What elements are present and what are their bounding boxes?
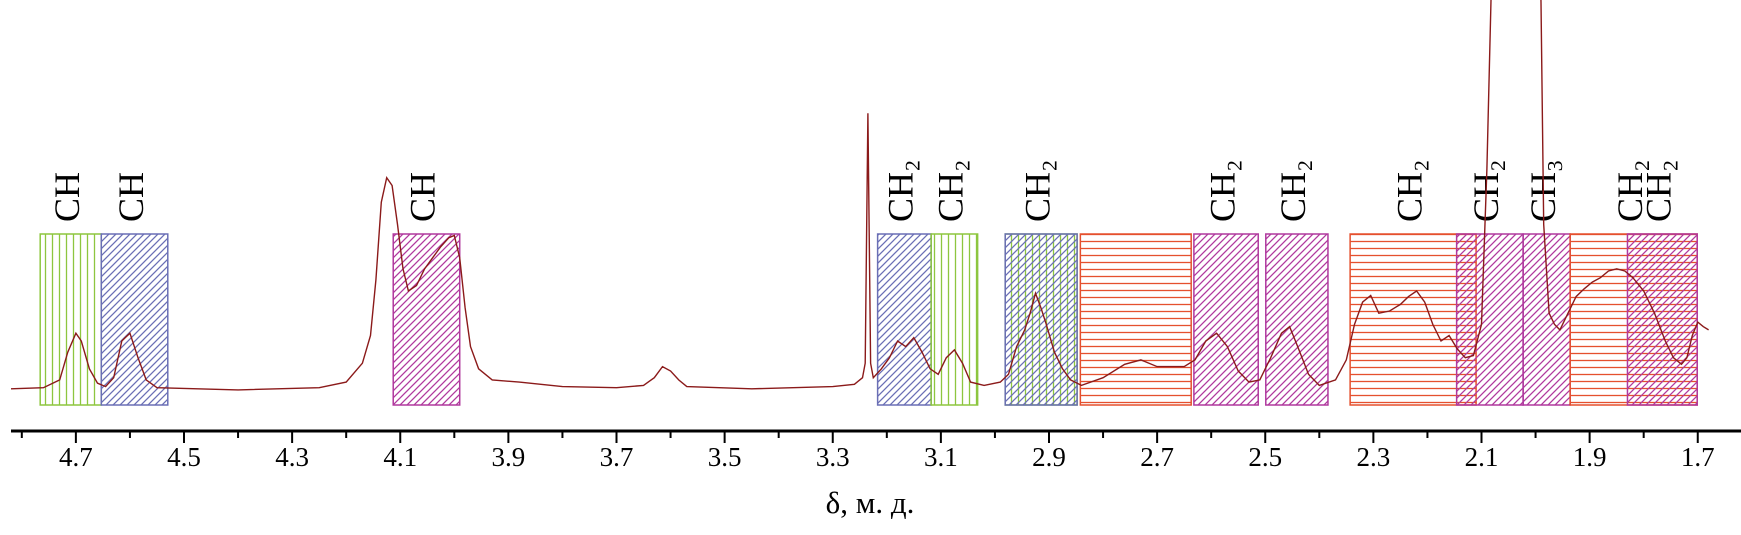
region-label: CH₂: [881, 159, 921, 222]
region-label: CH₂: [1202, 159, 1242, 222]
region-box: [1522, 233, 1571, 406]
spectrum-line: [10, 0, 1709, 391]
region-box: [1626, 233, 1698, 406]
region-box: [930, 233, 979, 406]
region-label: CH₂: [1639, 159, 1679, 222]
x-tick-label: 4.5: [167, 442, 201, 472]
region-box: [876, 233, 932, 406]
x-tick-label: 2.3: [1357, 442, 1391, 472]
region-box: [1193, 233, 1259, 406]
region-label: CH₂: [1273, 159, 1313, 222]
x-tick-label: 2.9: [1032, 442, 1066, 472]
region-box: [1004, 233, 1078, 406]
region-box: [392, 233, 461, 406]
region-label: CH₂: [1017, 159, 1057, 222]
region-box: [39, 233, 103, 406]
region-box: [1265, 233, 1329, 406]
x-tick-label: 4.7: [59, 442, 93, 472]
region-box: [1079, 233, 1192, 406]
x-tick-label: 1.9: [1573, 442, 1607, 472]
region-label: CH: [47, 172, 87, 222]
x-axis-label: δ, м. д.: [826, 485, 915, 520]
x-tick-label: 3.9: [492, 442, 526, 472]
x-tick-label: 3.1: [924, 442, 958, 472]
region-label: CH₂: [1610, 159, 1650, 222]
region-label: CH₂: [1389, 159, 1429, 222]
region-box: [1455, 233, 1524, 406]
region-box: [1349, 233, 1477, 406]
x-tick-label: 3.5: [708, 442, 742, 472]
x-tick-label: 1.7: [1681, 442, 1715, 472]
x-tick-label: 2.7: [1140, 442, 1174, 472]
x-tick-label: 2.1: [1465, 442, 1499, 472]
x-tick-label: 3.7: [600, 442, 634, 472]
x-tick-label: 4.3: [275, 442, 309, 472]
x-tick-label: 4.1: [383, 442, 417, 472]
x-tick-label: 3.3: [816, 442, 850, 472]
region-box: [100, 233, 169, 406]
x-tick-label: 2.5: [1248, 442, 1282, 472]
region-label: CH: [403, 172, 443, 222]
region-label: CH: [111, 172, 151, 222]
region-label: CH₂: [931, 159, 971, 222]
